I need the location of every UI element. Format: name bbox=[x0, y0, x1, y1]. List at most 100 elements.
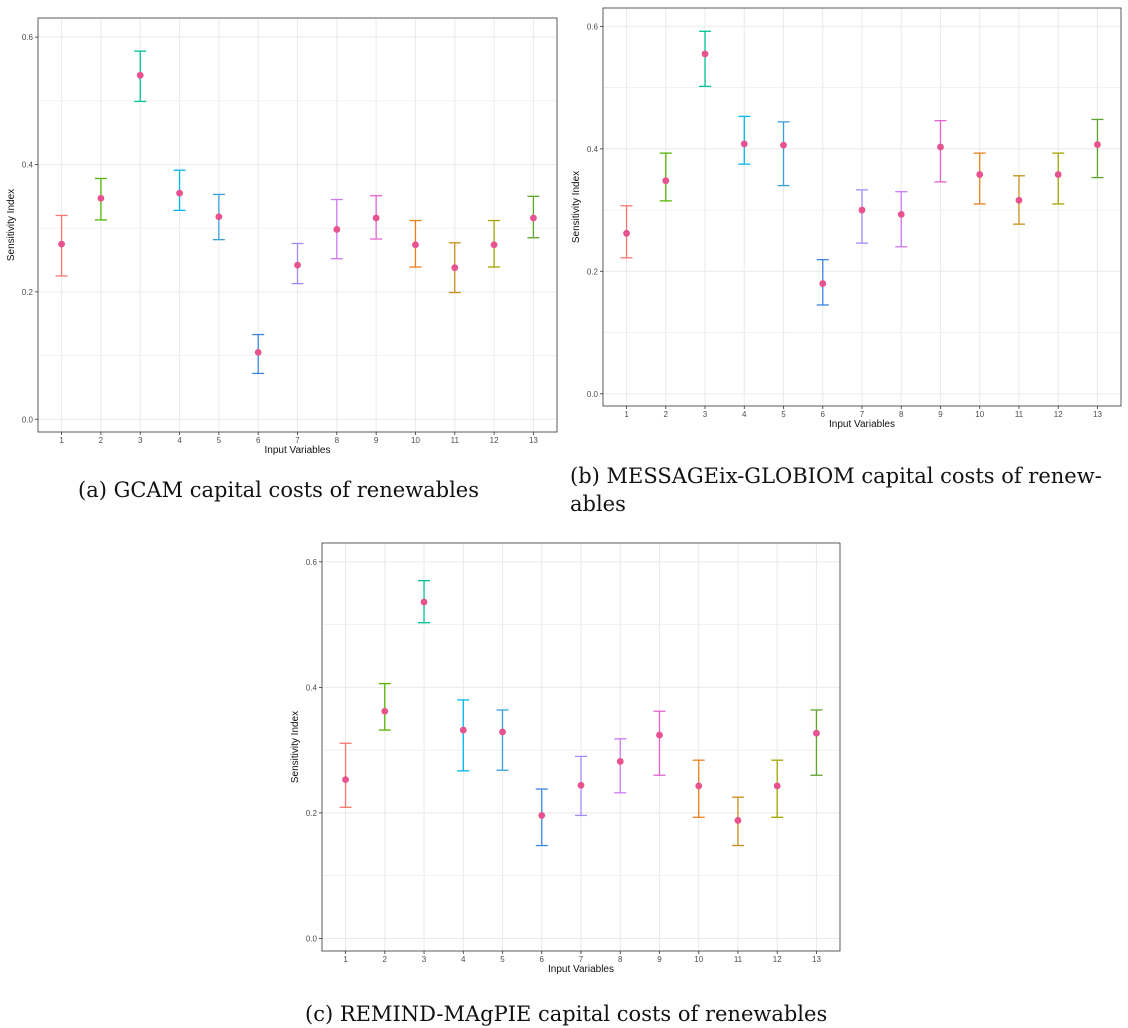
data-point bbox=[451, 264, 459, 272]
x-tick-label: 9 bbox=[374, 436, 379, 445]
x-tick-label: 11 bbox=[734, 955, 743, 964]
data-point bbox=[58, 240, 65, 248]
data-point bbox=[372, 214, 380, 222]
x-tick-label: 6 bbox=[256, 436, 261, 445]
x-axis-title: Input Variables bbox=[548, 964, 614, 975]
x-tick-label: 5 bbox=[781, 410, 786, 419]
data-point bbox=[897, 210, 905, 218]
x-tick-label: 3 bbox=[138, 436, 143, 445]
y-tick-label: 0.4 bbox=[306, 683, 318, 692]
data-point bbox=[342, 776, 349, 784]
x-tick-label: 2 bbox=[383, 955, 388, 964]
data-point bbox=[819, 280, 827, 287]
y-tick-label: 0.2 bbox=[306, 809, 318, 818]
caption-c: (c) REMIND-MAgPIE capital costs of renew… bbox=[305, 1002, 828, 1026]
y-tick-label: 0.6 bbox=[306, 558, 318, 567]
data-point bbox=[490, 241, 498, 249]
y-tick-label: 0.4 bbox=[22, 160, 34, 169]
x-tick-label: 13 bbox=[529, 436, 538, 445]
data-point bbox=[254, 348, 262, 356]
data-point bbox=[294, 261, 301, 269]
data-point bbox=[813, 729, 820, 737]
data-point bbox=[976, 171, 984, 178]
panel-border bbox=[37, 17, 558, 433]
x-tick-label: 12 bbox=[773, 955, 782, 964]
y-tick-label: 0.0 bbox=[587, 390, 599, 399]
x-tick-label: 5 bbox=[217, 436, 222, 445]
data-point bbox=[740, 140, 748, 148]
x-tick-label: 4 bbox=[461, 955, 466, 964]
x-tick-label: 10 bbox=[411, 436, 420, 445]
x-tick-label: 7 bbox=[295, 436, 300, 445]
x-tick-label: 8 bbox=[899, 410, 904, 419]
y-axis-title: Sensitivity Index bbox=[571, 171, 582, 243]
data-point bbox=[215, 213, 223, 221]
x-tick-label: 1 bbox=[59, 436, 64, 445]
data-point bbox=[656, 731, 663, 739]
x-tick-label: 4 bbox=[177, 436, 182, 445]
x-tick-label: 3 bbox=[703, 410, 708, 419]
x-tick-label: 3 bbox=[422, 955, 427, 964]
data-point bbox=[1094, 141, 1101, 148]
data-point bbox=[623, 229, 630, 237]
data-point bbox=[1015, 196, 1023, 204]
y-tick-label: 0.2 bbox=[22, 288, 34, 297]
data-point bbox=[459, 726, 467, 734]
x-tick-label: 10 bbox=[975, 410, 984, 419]
data-point bbox=[136, 71, 144, 79]
x-tick-label: 10 bbox=[694, 955, 703, 964]
x-tick-label: 13 bbox=[812, 955, 821, 964]
data-point bbox=[937, 143, 944, 151]
chart-panel-b: 0.0 0.2 0.4 0.6 1 2 3 4 5 6 7 8 9 10 11 12 13 Input Varia… bbox=[565, 0, 1128, 520]
data-point bbox=[1054, 171, 1062, 178]
data-point bbox=[381, 707, 389, 715]
x-tick-label: 7 bbox=[579, 955, 584, 964]
x-tick-label: 12 bbox=[1054, 410, 1063, 419]
data-point bbox=[773, 782, 781, 790]
x-tick-label: 8 bbox=[618, 955, 623, 964]
x-axis-title: Input Variables bbox=[829, 419, 895, 430]
y-axis-title: Sensitivity Index bbox=[6, 189, 17, 261]
y-tick-label: 0.6 bbox=[587, 22, 599, 31]
data-point bbox=[616, 758, 624, 765]
x-tick-label: 2 bbox=[99, 436, 104, 445]
x-tick-label: 9 bbox=[938, 410, 943, 419]
data-point bbox=[577, 781, 585, 789]
data-point bbox=[530, 214, 537, 222]
chart-panel-a: 0.0 0.2 0.4 0.6 1 2 3 4 5 6 7 8 9 10 11 12 13 Input Varia… bbox=[0, 0, 565, 520]
x-tick-label: 12 bbox=[490, 436, 499, 445]
data-point bbox=[538, 812, 546, 819]
x-tick-label: 1 bbox=[343, 955, 348, 964]
y-tick-label: 0.0 bbox=[306, 934, 318, 943]
x-tick-label: 11 bbox=[1015, 410, 1024, 419]
x-tick-label: 6 bbox=[821, 410, 826, 419]
x-axis-title: Input Variables bbox=[265, 445, 331, 456]
data-point bbox=[420, 598, 428, 606]
x-tick-label: 4 bbox=[742, 410, 747, 419]
data-point bbox=[701, 50, 709, 58]
panel-border bbox=[602, 7, 1122, 407]
caption-b: (b) MESSAGEix-GLOBIOM capital costs of r… bbox=[570, 464, 1102, 516]
data-point bbox=[662, 177, 670, 185]
data-point bbox=[333, 226, 341, 233]
x-tick-label: 11 bbox=[451, 436, 460, 445]
y-tick-label: 0.6 bbox=[22, 33, 34, 42]
data-point bbox=[780, 141, 787, 149]
data-point bbox=[695, 782, 703, 790]
x-tick-label: 1 bbox=[624, 410, 629, 419]
data-point bbox=[858, 206, 866, 214]
x-tick-label: 8 bbox=[335, 436, 340, 445]
y-axis-title: Sensitivity Index bbox=[290, 711, 301, 783]
data-point bbox=[176, 189, 183, 197]
x-tick-label: 6 bbox=[540, 955, 545, 964]
y-tick-label: 0.2 bbox=[587, 267, 599, 276]
x-tick-label: 2 bbox=[664, 410, 669, 419]
caption-a: (a) GCAM capital costs of renewables bbox=[78, 478, 479, 502]
panel-border bbox=[321, 542, 841, 952]
x-tick-label: 9 bbox=[657, 955, 662, 964]
data-point bbox=[499, 728, 506, 736]
chart-panel-c: 0.0 0.2 0.4 0.6 1 2 3 4 5 6 7 8 9 10 11 12 13 Input Varia… bbox=[270, 530, 870, 1026]
